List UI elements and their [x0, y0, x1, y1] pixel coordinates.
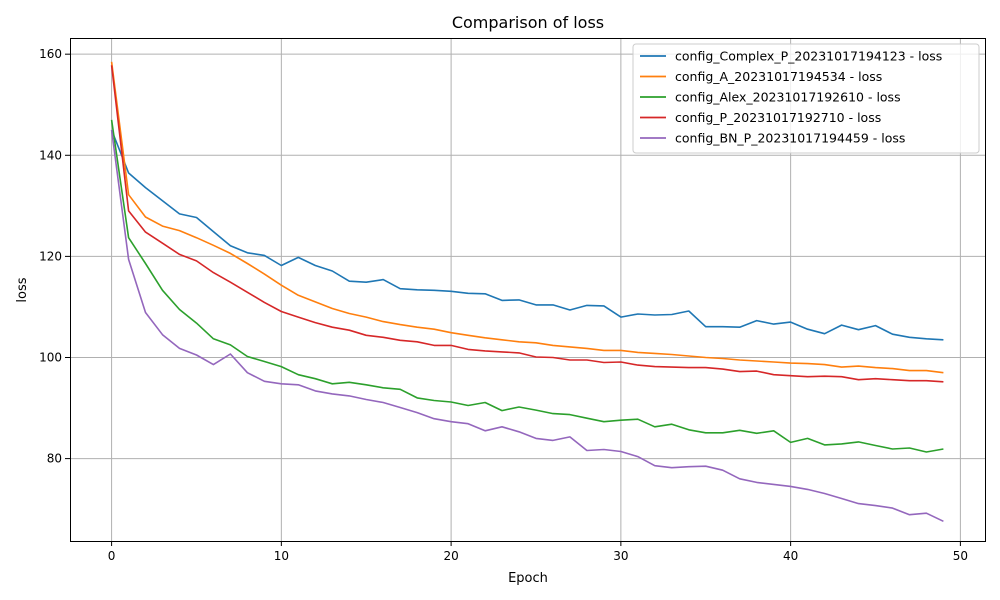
- y-tick-label: 120: [39, 249, 62, 263]
- x-tick-label: 0: [108, 549, 116, 563]
- series-line-4: [110, 65, 944, 383]
- series-line-1: [110, 129, 944, 341]
- series-line-5: [110, 129, 944, 523]
- plot-frame: [70, 38, 986, 542]
- x-tick-label: 50: [953, 549, 968, 563]
- legend-label: config_Alex_20231017192610 - loss: [675, 90, 901, 105]
- x-axis-label: Epoch: [508, 571, 548, 586]
- x-tick-label: 10: [274, 549, 289, 563]
- legend-label: config_P_20231017192710 - loss: [675, 110, 881, 125]
- x-tick-label: 30: [613, 549, 628, 563]
- y-axis-label: loss: [15, 277, 30, 302]
- axis-ticks: 0 10 20 30 40 50 80 100 120 140 160: [39, 47, 968, 563]
- y-tick-label: 100: [39, 350, 62, 364]
- chart-title: Comparison of loss: [452, 13, 604, 32]
- legend-label: config_BN_P_20231017194459 - loss: [675, 131, 905, 146]
- legend: config_Complex_P_20231017194123 - loss co…: [632, 43, 980, 154]
- series-line-2: [110, 61, 944, 374]
- legend-label: config_Complex_P_20231017194123 - loss: [675, 49, 942, 64]
- series-lines: [110, 61, 944, 523]
- legend-box: [632, 43, 980, 154]
- y-tick-label: 140: [39, 148, 62, 162]
- series-line-3: [110, 119, 944, 453]
- legend-label: config_A_20231017194534 - loss: [675, 69, 882, 84]
- y-tick-label: 80: [47, 452, 62, 466]
- x-tick-label: 40: [783, 549, 798, 563]
- x-tick-label: 20: [443, 549, 458, 563]
- y-tick-label: 160: [39, 47, 62, 61]
